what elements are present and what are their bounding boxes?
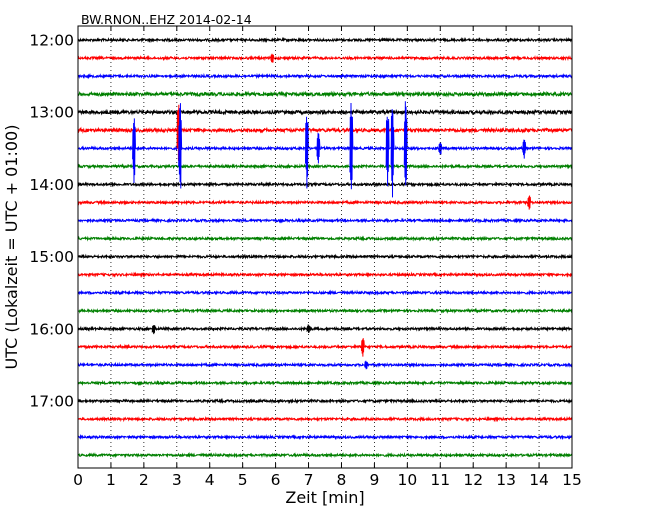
x-tick-label-10: 10 [397, 471, 417, 489]
trace-1400 [77, 181, 573, 188]
x-tick-label-5: 5 [238, 471, 248, 489]
x-tick-label-15: 15 [562, 471, 582, 489]
event-spike-17 [306, 324, 311, 333]
trace-1615 [77, 343, 573, 351]
trace-1415 [77, 199, 573, 206]
y-tick-label-1600: 16:00 [29, 320, 74, 338]
trace-1300 [77, 108, 573, 116]
y-tick-label-1300: 13:00 [29, 104, 74, 122]
x-tick-label-14: 14 [529, 471, 549, 489]
y-tick-label-1500: 15:00 [29, 248, 74, 266]
grid-layer [110, 26, 540, 468]
y-tick-label-1200: 12:00 [29, 32, 74, 50]
event-spike-9 [403, 101, 408, 186]
event-spike-5 [316, 132, 321, 164]
x-tick-label-0: 0 [73, 471, 83, 489]
y-axis: 12:00 13:00 14:00 15:00 16:00 17:00 [29, 32, 572, 411]
x-tick-label-4: 4 [205, 471, 215, 489]
trace-1645 [77, 379, 573, 387]
y-tick-label-1700: 17:00 [29, 393, 74, 411]
trace-1500 [77, 253, 573, 260]
trace-1230 [77, 72, 573, 80]
y-tick-label-1400: 14:00 [29, 176, 74, 194]
event-spike-10 [438, 142, 443, 155]
trace-1245 [77, 90, 573, 98]
trace-1600 [77, 325, 573, 333]
trace-1215 [77, 54, 573, 62]
trace-1315 [77, 126, 573, 134]
x-tick-label-8: 8 [337, 471, 347, 489]
event-spike-4 [304, 116, 309, 189]
trace-1700 [77, 397, 573, 405]
trace-1530 [77, 289, 573, 296]
event-spike-16 [151, 325, 156, 335]
event-spike-3 [178, 103, 183, 189]
x-tick-label-13: 13 [496, 471, 516, 489]
x-tick-label-7: 7 [304, 471, 314, 489]
trace-1630 [77, 361, 573, 369]
chart-title: BW.RNON..EHZ 2014-02-14 [81, 12, 252, 27]
trace-1715 [77, 415, 573, 423]
event-spike-15 [270, 53, 275, 63]
event-spike-1 [132, 118, 136, 183]
x-axis: 0 1 2 3 4 5 6 7 8 9 10 11 12 13 14 15 [73, 26, 582, 489]
y-axis-label: UTC (Lokalzeit = UTC + 01:00) [2, 125, 21, 370]
trace-1445 [77, 235, 573, 242]
event-spike-11 [522, 139, 527, 159]
event-spike-7 [385, 116, 390, 187]
x-tick-label-12: 12 [463, 471, 483, 489]
trace-1745 [77, 451, 573, 459]
x-tick-label-9: 9 [369, 471, 379, 489]
plot-frame [77, 25, 573, 469]
event-spike-8 [390, 109, 395, 198]
trace-1730 [77, 433, 573, 441]
x-tick-label-2: 2 [139, 471, 149, 489]
trace-1345 [77, 163, 573, 170]
trace-1430 [77, 217, 573, 224]
event-spike-6 [349, 103, 354, 190]
trace-1515 [77, 271, 573, 278]
traces-layer [77, 36, 573, 459]
trace-1200 [77, 36, 573, 44]
event-spike-13 [360, 338, 365, 357]
x-tick-label-3: 3 [172, 471, 182, 489]
x-tick-label-11: 11 [430, 471, 450, 489]
trace-1545 [77, 307, 573, 314]
event-spike-12 [527, 195, 532, 210]
x-axis-label: Zeit [min] [285, 488, 364, 507]
x-tick-label-6: 6 [271, 471, 281, 489]
event-spike-14 [364, 360, 369, 370]
trace-1330 [77, 145, 573, 152]
x-tick-label-1: 1 [106, 471, 116, 489]
